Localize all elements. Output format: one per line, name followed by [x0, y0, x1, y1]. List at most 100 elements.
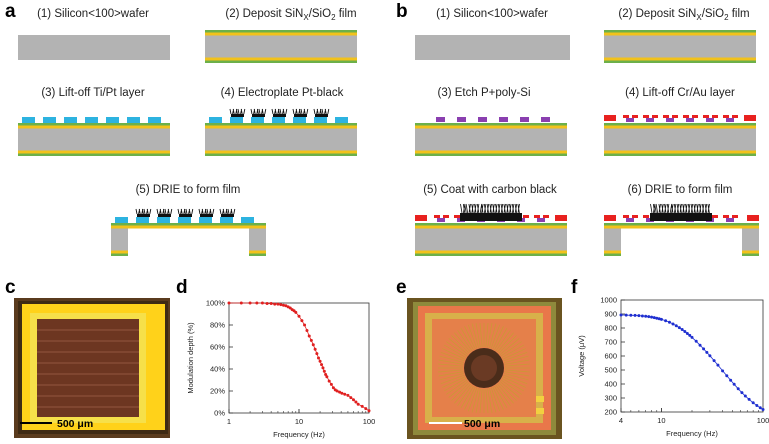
chart-f-point-36: [743, 394, 747, 398]
thermopile-ray-65: [499, 338, 520, 355]
a-step1-title: (1) Silicon<100>wafer: [37, 8, 149, 20]
b4-poly-5: [706, 118, 714, 122]
a3-tipt-pad-5: [106, 117, 119, 123]
thermopile-ray-9: [499, 381, 520, 398]
a5-ptblack-fibers-1: [135, 208, 152, 215]
b5-sio2-bottom: [415, 250, 567, 254]
b6-poly-6: [726, 218, 734, 222]
thermopile-ray-66: [501, 341, 522, 357]
b5-carbon-black-layer: [460, 213, 522, 221]
a-step5-title: (5) DRIE to form film: [136, 184, 241, 196]
b2-sinx-bottom: [604, 60, 756, 63]
thermopile-ray-35: [438, 371, 464, 377]
chart-f-point-22: [690, 335, 694, 339]
scale-bar-e-label: 500 μm: [464, 418, 500, 430]
b3-poly-pad-5: [520, 117, 529, 122]
a4-sinx-top: [205, 123, 357, 126]
a2-sio2-bottom: [205, 57, 357, 61]
thermopile-ray-6: [502, 376, 526, 388]
b4-crau-b-4: [692, 115, 698, 118]
b6-silicon-left: [604, 228, 621, 251]
chart-f-xtick-label-2: 100: [757, 416, 769, 425]
b4-crau-a-2: [643, 115, 649, 118]
chart-f-point-24: [698, 343, 702, 347]
b2-sinx-top: [604, 30, 756, 33]
b4-poly-3: [666, 118, 674, 122]
a4-ptblack-base-2: [252, 114, 265, 117]
chart-f-series-line-0: [620, 314, 764, 410]
b5-crau-a-2: [454, 215, 460, 218]
thermopile-ray-68: [502, 348, 526, 360]
b5-crau-b-6: [543, 215, 549, 218]
thermopile-ray-14: [492, 386, 504, 410]
b4-sio2-top: [604, 125, 756, 129]
a4-tipt-pad-5: [293, 117, 306, 123]
thermopile-ray-42: [442, 348, 466, 360]
a-step3-title: (3) Lift-off Ti/Pt layer: [41, 87, 144, 99]
chart-d-point-42: [349, 396, 353, 400]
b-step2-title: (2) Deposit SiNX/SiO2 film: [618, 8, 749, 22]
chart-d-ytick-label-3: 60%: [210, 343, 225, 352]
chart-f-point-15: [671, 322, 675, 326]
b5-sinx-bottom: [415, 253, 567, 256]
chart-f-point-21: [688, 333, 692, 337]
thermopile-ray-49: [460, 327, 474, 350]
chart-f-point-31: [725, 374, 729, 378]
chart-d-point-17: [297, 314, 301, 318]
thermopile-ray-32: [442, 376, 466, 388]
b4-crau-b-5: [712, 115, 718, 118]
thermopile-ray-47: [454, 332, 471, 353]
chart-d-point-13: [288, 306, 292, 310]
chart-d-point-2: [248, 301, 252, 305]
chart-f-point-9: [652, 316, 656, 320]
a4-ptblack-base-5: [315, 114, 328, 117]
b5-carbon-black-fibers: [460, 203, 520, 214]
a4-tipt-pad-3: [251, 117, 264, 123]
thermopile-ray-28: [451, 382, 470, 401]
a-step2-title: (2) Deposit SiNX/SiO2 film: [225, 8, 356, 22]
chart-f-ytick-label-8: 1000: [600, 296, 617, 305]
b5-crau-left: [415, 215, 427, 221]
chart-d-xtick-label-1: 10: [295, 417, 303, 426]
b6-crau-b-5: [712, 215, 718, 218]
chart-f-point-3: [633, 313, 637, 317]
b6-sio2-left: [604, 250, 621, 254]
thermopile-ray-33: [440, 374, 465, 385]
b-step6-title: (6) DRIE to form film: [628, 184, 733, 196]
a5-ptblack-fibers-5: [219, 208, 236, 215]
thermopile-ray-59: [490, 324, 501, 349]
b-step4-title: (4) Lift-off Cr/Au layer: [625, 87, 735, 99]
thermopile-ray-38: [438, 363, 464, 367]
chart-f-point-2: [629, 313, 633, 317]
a5-ptblack-fibers-3: [177, 208, 194, 215]
chart-f-point-19: [683, 330, 687, 333]
a5-sio2-right: [249, 250, 266, 254]
chart-f-point-39: [755, 404, 759, 408]
b4-poly-1: [626, 118, 634, 122]
b6-sinx-left: [604, 253, 621, 256]
chart-d-point-35: [331, 386, 335, 390]
b4-crau-b-2: [652, 115, 658, 118]
chart-d-point-27: [318, 359, 322, 363]
micrograph-e: 500 μm: [407, 298, 562, 439]
chart-d-ytick-label-5: 100%: [206, 299, 226, 308]
b2-silicon: [604, 35, 756, 58]
chart-d-point-38: [338, 390, 342, 394]
chart-f-xtick-label-0: 4: [619, 416, 623, 425]
chart-d-ytick-label-0: 0%: [214, 409, 225, 418]
chart-d-point-22: [309, 338, 313, 342]
chart-d-point-23: [311, 343, 315, 347]
chart-d-point-10: [281, 303, 285, 307]
b2-sio2-bottom: [604, 57, 756, 61]
thermopile-ray-15: [490, 387, 501, 412]
chart-d-point-20: [305, 329, 309, 332]
chart-d-point-9: [279, 303, 283, 307]
b4-poly-4: [686, 118, 694, 122]
chart-f-ytick-label-3: 500: [604, 366, 617, 375]
a5-ptblack-base-5: [221, 214, 234, 217]
chart-f-point-5: [640, 314, 644, 318]
b4-silicon: [604, 128, 756, 151]
b4-poly-6: [726, 118, 734, 122]
thermopile-ray-31: [443, 378, 466, 392]
b3-sio2-top: [415, 125, 567, 129]
